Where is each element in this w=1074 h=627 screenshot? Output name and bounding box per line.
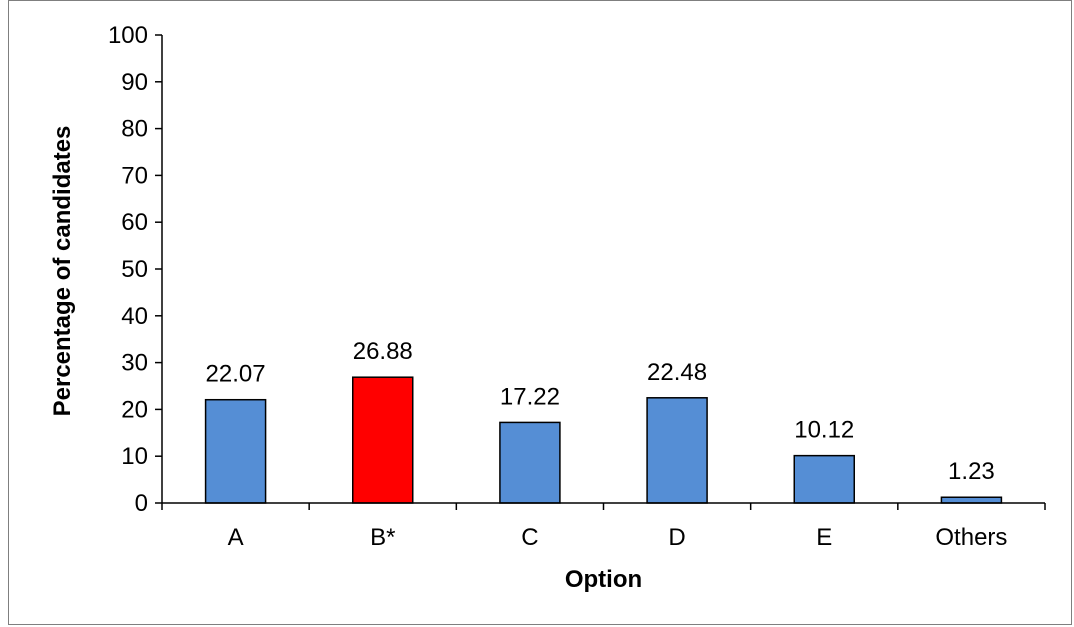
y-axis-ticks: 0 10 20 30 40 50 60 70 80 90 100	[108, 22, 162, 517]
data-label: 10.12	[794, 417, 854, 444]
bar-a	[204, 398, 267, 504]
y-tick-label: 40	[121, 303, 148, 330]
x-tick-label: E	[816, 524, 832, 551]
y-tick-label: 30	[121, 350, 148, 377]
bar-c	[499, 421, 561, 504]
y-tick-label: 100	[108, 22, 148, 49]
axes	[161, 35, 1045, 504]
chart-frame	[8, 0, 1072, 625]
data-label: 22.07	[206, 361, 266, 388]
data-label: 1.23	[948, 458, 995, 485]
y-tick-label: 50	[121, 256, 148, 283]
y-tick-label: 60	[121, 209, 148, 236]
y-tick-label: 10	[121, 443, 148, 470]
data-label: 26.88	[353, 338, 413, 365]
bar-others	[940, 496, 1003, 504]
bar-B	[352, 376, 414, 504]
x-tick-label: B*	[370, 524, 395, 551]
bar-e	[793, 454, 855, 504]
y-tick-label: 0	[135, 490, 148, 517]
x-axis-ticks: A B* C D E Others	[161, 503, 1046, 551]
x-tick-label: D	[668, 524, 685, 551]
x-axis-title: Option	[565, 566, 642, 593]
data-label: 17.22	[500, 383, 560, 410]
y-tick-label: 70	[121, 162, 148, 189]
bars	[204, 376, 1003, 504]
y-tick-label: 90	[121, 69, 148, 96]
y-tick-label: 80	[121, 116, 148, 143]
bar-d	[646, 397, 708, 504]
x-tick-label: Others	[935, 524, 1007, 551]
y-axis-title: Percentage of candidates	[49, 126, 76, 417]
x-tick-label: C	[521, 524, 538, 551]
y-tick-label: 20	[121, 396, 148, 423]
data-labels: 22.07 26.88 17.22 22.48 10.12 1.23	[206, 338, 995, 485]
x-tick-label: A	[228, 524, 244, 551]
data-label: 22.48	[647, 359, 707, 386]
